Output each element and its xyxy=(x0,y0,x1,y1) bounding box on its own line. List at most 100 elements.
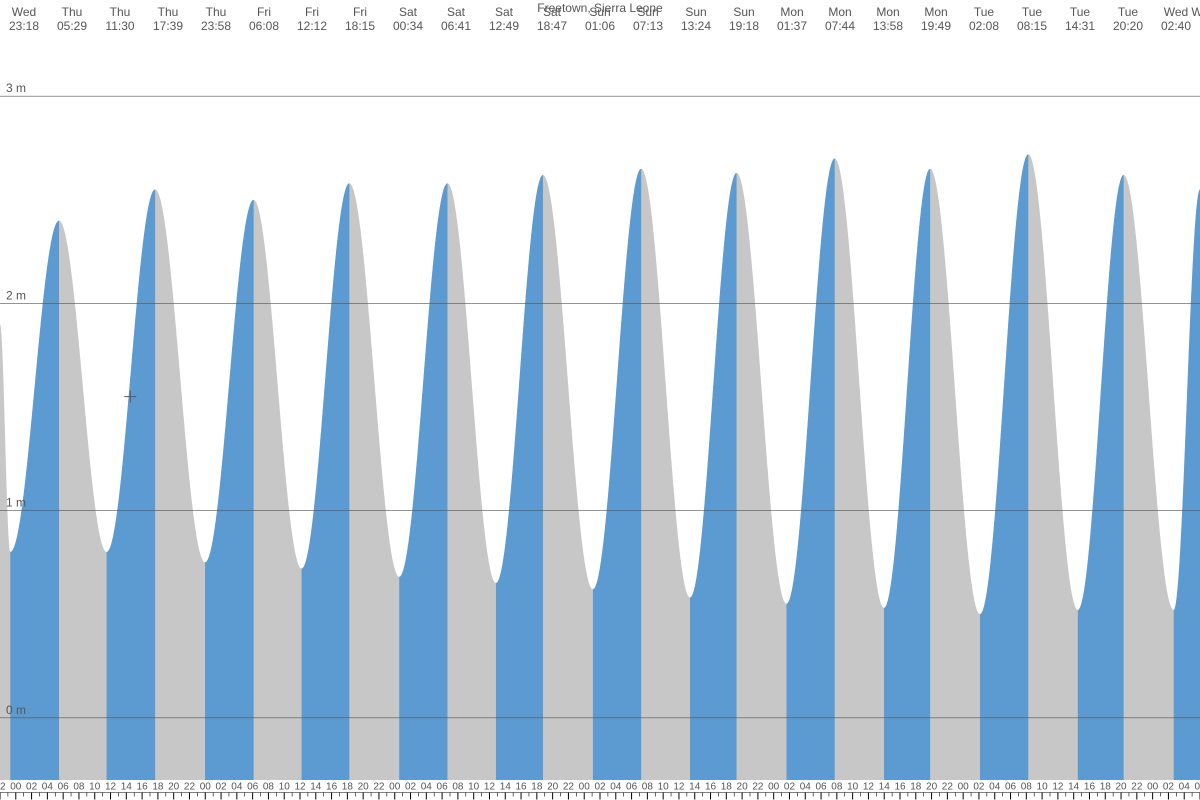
x-hour-label: 18 xyxy=(1100,782,1112,793)
top-label-day: Fri xyxy=(257,5,271,19)
x-hour-label: 00 xyxy=(768,782,780,793)
x-hour-label: 22 xyxy=(942,782,954,793)
top-label-day: Thu xyxy=(206,5,227,19)
top-label-day: Wed xyxy=(12,5,36,19)
x-hour-label: 10 xyxy=(1037,782,1049,793)
top-label-time: 07:13 xyxy=(633,19,663,33)
y-axis-label: 3 m xyxy=(6,81,26,95)
top-label-day: Thu xyxy=(110,5,131,19)
top-label-time: 19:49 xyxy=(921,19,951,33)
x-hour-label: 14 xyxy=(1068,782,1080,793)
top-label-day: Fri xyxy=(305,5,319,19)
x-hour-label: 22 xyxy=(184,782,196,793)
top-label-day: Thu xyxy=(62,5,83,19)
x-hour-label: 14 xyxy=(500,782,512,793)
x-hour-label: 10 xyxy=(279,782,291,793)
x-hour-label: 00 xyxy=(10,782,22,793)
top-label-time: 18:15 xyxy=(345,19,375,33)
x-hour-label: 10 xyxy=(468,782,480,793)
x-hour-label: 14 xyxy=(310,782,322,793)
top-label-day: Sun xyxy=(637,5,658,19)
x-hour-label: 22 xyxy=(563,782,575,793)
top-label-time: 12:49 xyxy=(489,19,519,33)
x-hour-label: 00 xyxy=(1147,782,1159,793)
x-hour-label: 20 xyxy=(926,782,938,793)
top-label-time: 23:58 xyxy=(201,19,231,33)
x-hour-label: 14 xyxy=(879,782,891,793)
x-hour-label: 04 xyxy=(421,782,433,793)
x-hour-label: 20 xyxy=(737,782,749,793)
x-hour-label: 00 xyxy=(200,782,212,793)
x-hour-label: 00 xyxy=(389,782,401,793)
x-hour-label: 18 xyxy=(342,782,354,793)
top-label-time: 18:47 xyxy=(537,19,567,33)
top-label-day: Tue xyxy=(974,5,995,19)
top-label-day: Thu xyxy=(158,5,179,19)
x-hour-label: 08 xyxy=(642,782,654,793)
top-label-day: Mon xyxy=(828,5,851,19)
x-hour-label: 06 xyxy=(626,782,638,793)
x-hour-label: 12 xyxy=(673,782,685,793)
x-hour-label: 02 xyxy=(973,782,985,793)
top-label-day: Mon xyxy=(876,5,899,19)
x-hour-label: 16 xyxy=(894,782,906,793)
x-hour-label: 22 xyxy=(1131,782,1143,793)
top-label-time: 12:12 xyxy=(297,19,327,33)
top-label-time: 07:44 xyxy=(825,19,855,33)
x-hour-label: 22 xyxy=(752,782,764,793)
x-hour-label: 08 xyxy=(73,782,85,793)
x-hour-label: 08 xyxy=(831,782,843,793)
top-label-day: Sat xyxy=(399,5,418,19)
top-label-time: 00:34 xyxy=(393,19,423,33)
top-label-day: Sat xyxy=(447,5,466,19)
x-hour-label: 04 xyxy=(42,782,54,793)
top-label-time: 02:40 xyxy=(1161,19,1191,33)
top-label-day: Sun xyxy=(733,5,754,19)
x-hour-label: 10 xyxy=(89,782,101,793)
x-hour-label: 02 xyxy=(594,782,606,793)
x-hour-label: 06 xyxy=(815,782,827,793)
top-label-day: Sun xyxy=(589,5,610,19)
top-label-time: 01:06 xyxy=(585,19,615,33)
top-label-time: 06:41 xyxy=(441,19,471,33)
x-hour-label: 08 xyxy=(1021,782,1033,793)
x-hour-label: 12 xyxy=(294,782,306,793)
x-hour-label: 12 xyxy=(105,782,117,793)
x-hour-label: 12 xyxy=(863,782,875,793)
x-hour-label: 02 xyxy=(26,782,38,793)
x-hour-label: 04 xyxy=(610,782,622,793)
top-label-day: Wed xyxy=(1164,5,1188,19)
x-hour-label: 16 xyxy=(1084,782,1096,793)
x-hour-label: 18 xyxy=(531,782,543,793)
top-label-time: 13:24 xyxy=(681,19,711,33)
top-label-time: 08:15 xyxy=(1017,19,1047,33)
x-hour-label: 10 xyxy=(658,782,670,793)
x-hour-label: 02 xyxy=(1163,782,1175,793)
top-label-day: Tue xyxy=(1070,5,1091,19)
x-hour-label: 06 xyxy=(58,782,70,793)
top-label-day: Tue xyxy=(1118,5,1139,19)
x-hour-label: 20 xyxy=(358,782,370,793)
top-label-time: 01:37 xyxy=(777,19,807,33)
x-hour-label: 18 xyxy=(721,782,733,793)
x-hour-label: 06 xyxy=(1194,782,1200,793)
x-hour-label: 04 xyxy=(1179,782,1191,793)
x-hour-label: 12 xyxy=(484,782,496,793)
x-hour-label: 16 xyxy=(515,782,527,793)
top-label-time: 13:58 xyxy=(873,19,903,33)
x-hour-label: 02 xyxy=(215,782,227,793)
top-label-time: 20:20 xyxy=(1113,19,1143,33)
x-hour-label: 18 xyxy=(152,782,164,793)
top-label-day: W xyxy=(1191,5,1200,19)
x-hour-label: 18 xyxy=(910,782,922,793)
x-hour-label: 20 xyxy=(547,782,559,793)
top-label-day: Fri xyxy=(353,5,367,19)
y-axis-label: 0 m xyxy=(6,703,26,717)
top-label-time: 11:30 xyxy=(105,19,134,33)
x-hour-label: 08 xyxy=(263,782,275,793)
x-hour-label: 00 xyxy=(579,782,591,793)
x-hour-label: 08 xyxy=(452,782,464,793)
x-hour-label: 16 xyxy=(326,782,338,793)
x-hour-label: 14 xyxy=(689,782,701,793)
tide-chart: 0 m1 m2 m3 mFreetown, Sierra LeoneWed23:… xyxy=(0,0,1200,800)
